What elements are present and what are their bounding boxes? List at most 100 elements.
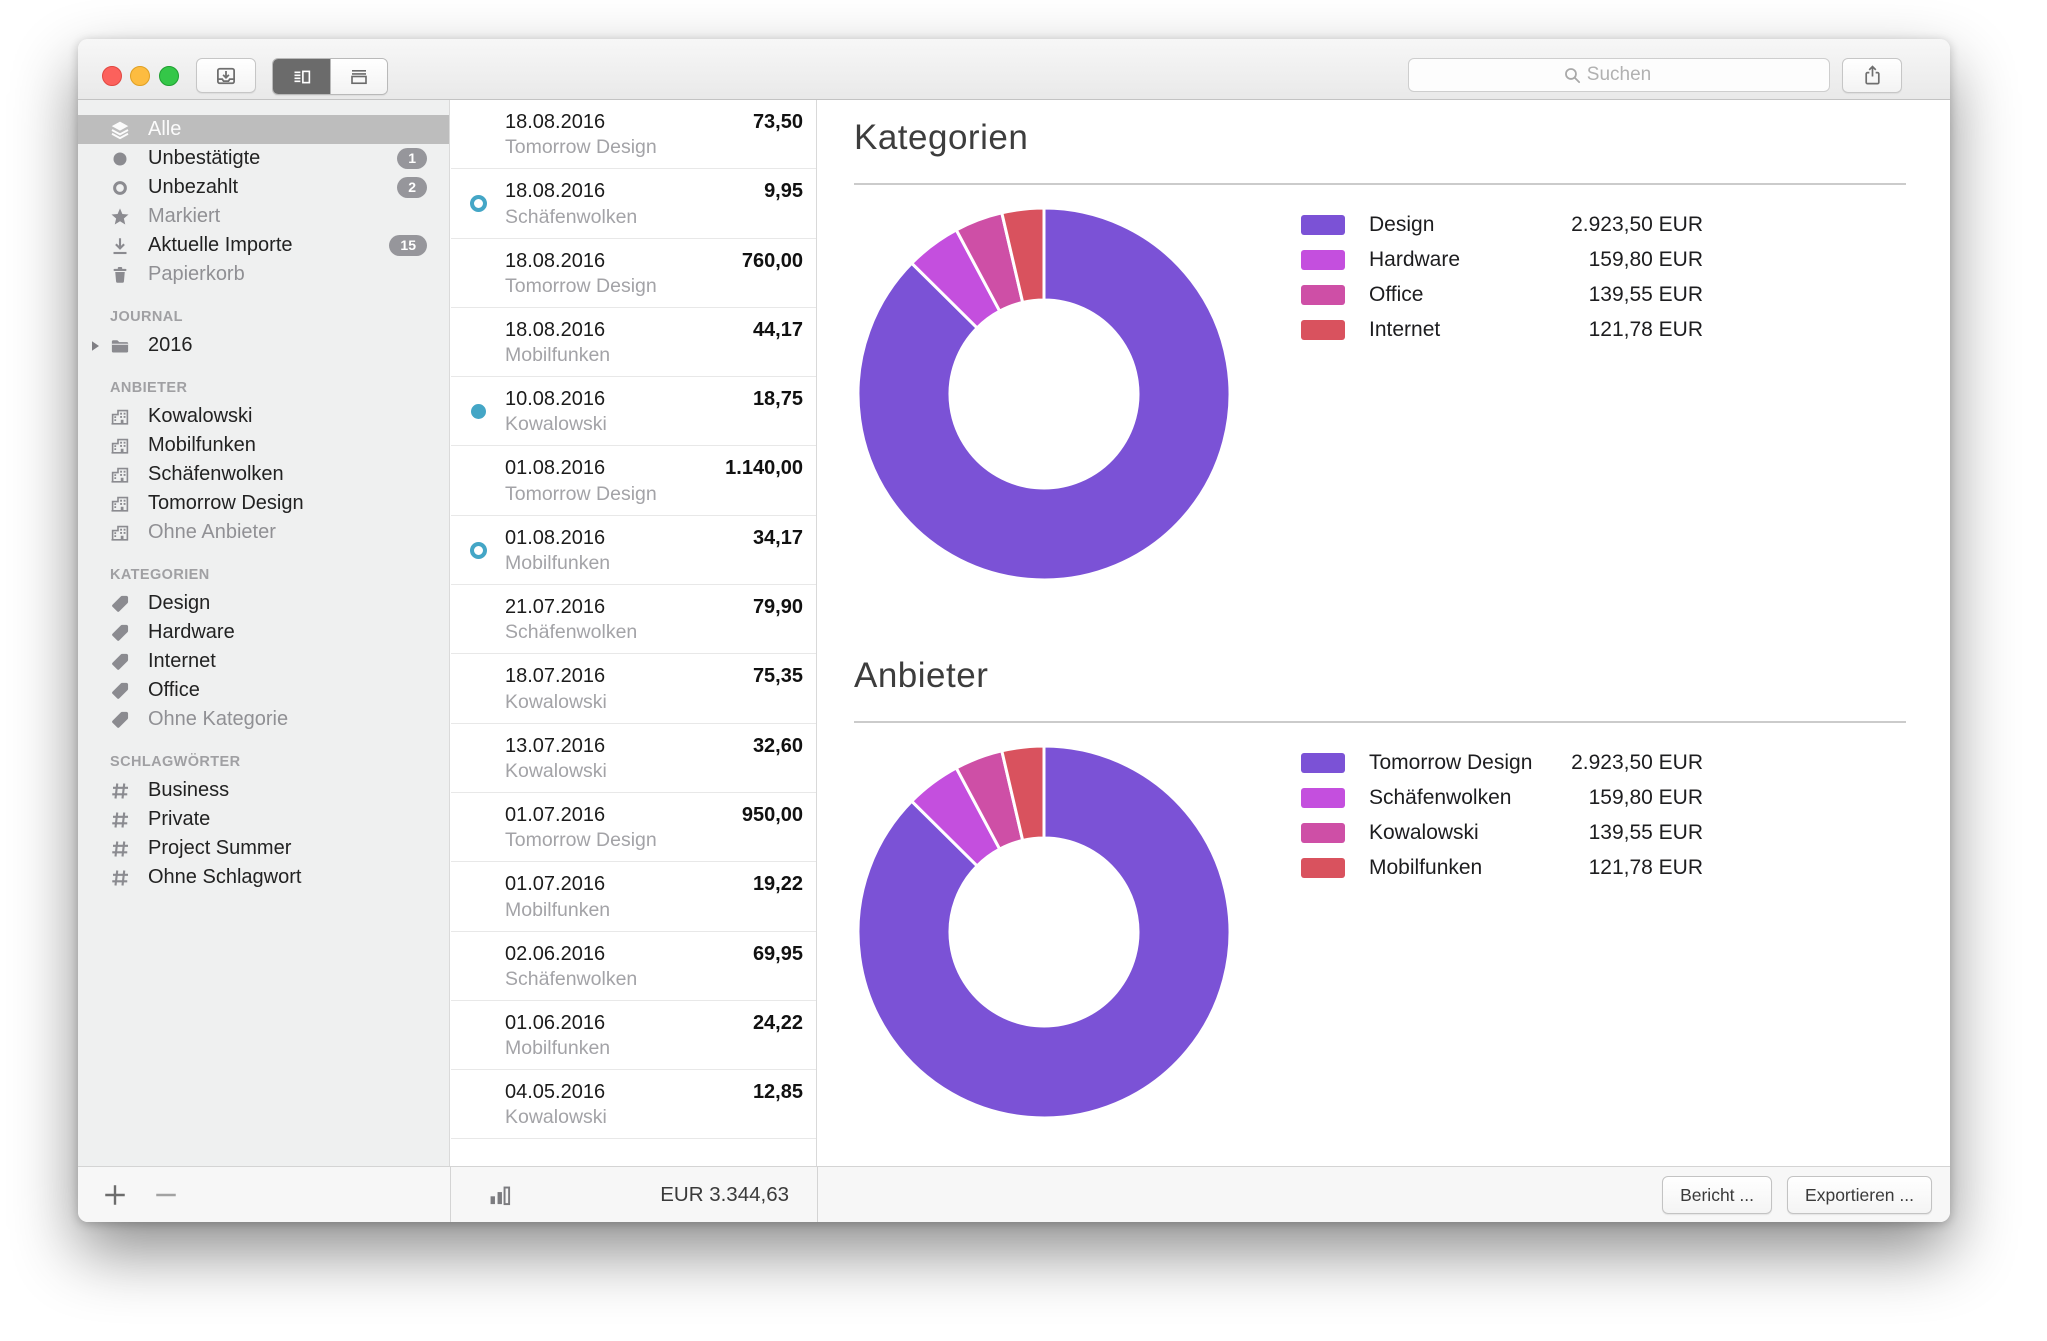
view-rows-view-button[interactable] <box>330 59 387 94</box>
view-columns-view-button[interactable] <box>273 59 330 94</box>
sidebar-item-papierkorb[interactable]: Papierkorb <box>78 260 449 289</box>
trash-icon <box>110 265 130 285</box>
transaction-amount: 24,22 <box>752 1011 803 1034</box>
sidebar-item-label: Aktuelle Importe <box>148 234 293 256</box>
sidebar-item-label: Project Summer <box>148 837 292 859</box>
search-input[interactable] <box>1408 58 1830 92</box>
detail-pane: Kategorien Design 2.923,50 EUR Hardware … <box>818 100 1950 1166</box>
transaction-row[interactable]: 18.07.2016 75,35 Kowalowski <box>451 654 816 724</box>
legend-value: 121,78 EUR <box>1588 855 1703 879</box>
count-badge: 1 <box>397 148 427 169</box>
transaction-vendor: Schäfenwolken <box>505 621 638 644</box>
sidebar-item-label: Markiert <box>148 205 221 227</box>
transaction-row[interactable]: 01.08.2016 34,17 Mobilfunken <box>451 516 816 586</box>
count-badge: 15 <box>389 235 427 256</box>
transaction-row[interactable]: 02.06.2016 69,95 Schäfenwolken <box>451 932 816 1001</box>
legend-swatch <box>1301 822 1345 843</box>
transaction-amount: 69,95 <box>752 942 803 965</box>
transaction-row[interactable]: 01.06.2016 24,22 Mobilfunken <box>451 1001 816 1071</box>
legend-label: Mobilfunken <box>1369 855 1483 879</box>
transaction-row[interactable]: 18.08.2016 9,95 Schäfenwolken <box>451 169 816 239</box>
legend-row: Kowalowski 139,55 EUR <box>1301 815 1703 850</box>
sidebar-item-internet[interactable]: Internet <box>78 647 449 676</box>
tag-icon <box>110 652 130 672</box>
chart-section-anbieter: Anbieter Tomorrow Design 2.923,50 EUR Sc… <box>818 638 1950 1176</box>
transaction-amount: 75,35 <box>752 665 803 688</box>
sidebar-item-alle[interactable]: Alle <box>78 115 449 144</box>
transaction-row[interactable]: 13.07.2016 32,60 Kowalowski <box>451 724 816 793</box>
add-button[interactable] <box>103 1183 127 1207</box>
sidebar-item-ohne-anbieter[interactable]: Ohne Anbieter <box>78 518 449 547</box>
minimize-window-button[interactable] <box>130 66 150 86</box>
sidebar-section-header-journal: JOURNAL <box>110 308 183 325</box>
legend-label: Office <box>1369 282 1424 306</box>
transaction-row[interactable]: 18.08.2016 44,17 Mobilfunken <box>451 308 816 378</box>
import-button[interactable] <box>196 58 256 93</box>
transaction-date: 18.08.2016 <box>505 111 606 133</box>
building-icon <box>110 407 130 427</box>
remove-button[interactable] <box>154 1183 178 1207</box>
legend-row: Internet 121,78 EUR <box>1301 312 1703 347</box>
transaction-row[interactable]: 01.07.2016 19,22 Mobilfunken <box>451 862 816 932</box>
tag-icon <box>110 623 130 643</box>
detail-footer: Bericht ... Exportieren ... <box>818 1167 1950 1222</box>
sidebar-item-ohne-schlagwort[interactable]: Ohne Schlagwort <box>78 863 449 892</box>
donut-slice-internet <box>1000 206 1046 305</box>
sidebar-item-business[interactable]: Business <box>78 776 449 805</box>
sidebar-item-kowalowski[interactable]: Kowalowski <box>78 402 449 431</box>
sidebar-item-2016[interactable]: 2016 <box>78 331 449 360</box>
sidebar-item-unbezahlt[interactable]: Unbezahlt 2 <box>78 173 449 202</box>
transaction-row[interactable]: 01.08.2016 1.140,00 Tomorrow Design <box>451 446 816 516</box>
folder-icon <box>110 336 130 356</box>
transaction-vendor: Mobilfunken <box>505 898 611 921</box>
tag-icon <box>110 594 130 614</box>
transaction-row[interactable]: 21.07.2016 79,90 Schäfenwolken <box>451 585 816 655</box>
sidebar-item-design[interactable]: Design <box>78 589 449 618</box>
transaction-date: 02.06.2016 <box>505 942 606 965</box>
transaction-vendor: Tomorrow Design <box>505 482 657 505</box>
sidebar-item-aktuelle-importe[interactable]: Aktuelle Importe 15 <box>78 231 449 260</box>
legend-row: Tomorrow Design 2.923,50 EUR <box>1301 745 1703 780</box>
transaction-amount: 34,17 <box>752 526 803 549</box>
transaction-row[interactable]: 18.08.2016 73,50 Tomorrow Design <box>451 100 816 170</box>
sidebar-item-schafenwolken[interactable]: Schäfenwolken <box>78 460 449 489</box>
sidebar-item-hardware[interactable]: Hardware <box>78 618 449 647</box>
sidebar-item-label: Ohne Kategorie <box>148 708 289 730</box>
sidebar-item-tomorrow-design[interactable]: Tomorrow Design <box>78 489 449 518</box>
star-icon <box>110 207 130 227</box>
view-columns-icon <box>292 67 312 87</box>
chart-section-kategorien: Kategorien Design 2.923,50 EUR Hardware … <box>818 100 1950 638</box>
transaction-row[interactable]: 18.08.2016 760,00 Tomorrow Design <box>451 239 816 308</box>
transaction-date: 01.08.2016 <box>505 457 606 480</box>
legend-value: 2.923,50 EUR <box>1571 212 1703 236</box>
close-window-button[interactable] <box>102 66 122 86</box>
transaction-row[interactable]: 10.08.2016 18,75 Kowalowski <box>451 377 816 447</box>
layers-icon <box>110 120 130 140</box>
sidebar-item-ohne-kategorie[interactable]: Ohne Kategorie <box>78 705 449 734</box>
transaction-row[interactable]: 04.05.2016 12,85 Kowalowski <box>451 1070 816 1140</box>
building-icon <box>110 436 130 456</box>
legend-value: 159,80 EUR <box>1588 785 1703 809</box>
legend-value: 121,78 EUR <box>1588 317 1703 341</box>
count-badge: 2 <box>397 177 427 198</box>
export-button[interactable]: Exportieren ... <box>1787 1176 1932 1214</box>
building-icon <box>110 494 130 514</box>
sidebar-item-office[interactable]: Office <box>78 676 449 705</box>
unpaid-status-icon <box>470 195 487 213</box>
transaction-amount: 12,85 <box>752 1081 803 1104</box>
sidebar-item-label: Kowalowski <box>148 405 253 427</box>
bar-chart-icon[interactable] <box>487 1182 513 1208</box>
sidebar-item-mobilfunken[interactable]: Mobilfunken <box>78 431 449 460</box>
transaction-date: 01.08.2016 <box>505 526 606 549</box>
legend-value: 139,55 EUR <box>1588 820 1703 844</box>
transaction-row[interactable]: 01.07.2016 950,00 Tomorrow Design <box>451 793 816 863</box>
sidebar-item-private[interactable]: Private <box>78 805 449 834</box>
sidebar-item-unbestatigte[interactable]: Unbestätigte 1 <box>78 144 449 173</box>
app-window: Alle Unbestätigte 1 Unbezahlt 2 Markiert… <box>78 39 1950 1222</box>
report-button[interactable]: Bericht ... <box>1662 1176 1772 1214</box>
zoom-window-button[interactable] <box>159 66 179 86</box>
legend-label: Design <box>1369 212 1435 236</box>
share-button[interactable] <box>1842 58 1902 93</box>
sidebar-item-markiert[interactable]: Markiert <box>78 202 449 231</box>
sidebar-item-project-summer[interactable]: Project Summer <box>78 834 449 863</box>
